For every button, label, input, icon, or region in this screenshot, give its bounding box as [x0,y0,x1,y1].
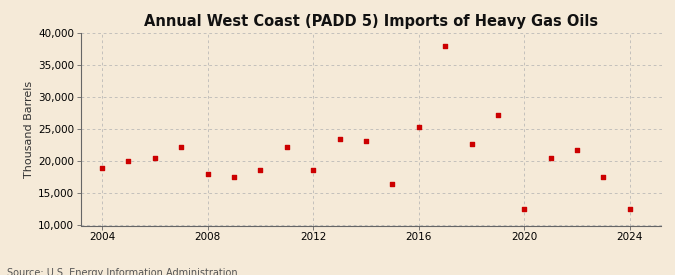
Title: Annual West Coast (PADD 5) Imports of Heavy Gas Oils: Annual West Coast (PADD 5) Imports of He… [144,14,598,29]
Point [202,172,213,176]
Point [255,167,266,172]
Point [572,148,583,153]
Point [334,137,345,141]
Point [545,156,556,160]
Point [149,156,160,160]
Point [413,125,424,130]
Text: Source: U.S. Energy Information Administration: Source: U.S. Energy Information Administ… [7,268,238,275]
Point [598,175,609,180]
Point [624,207,635,212]
Point [97,166,107,170]
Point [519,207,530,212]
Point [439,44,450,49]
Point [493,113,504,117]
Point [466,142,477,146]
Point [308,167,319,172]
Y-axis label: Thousand Barrels: Thousand Barrels [24,81,34,178]
Point [123,159,134,164]
Point [387,182,398,186]
Point [360,139,371,143]
Point [229,175,240,180]
Point [281,145,292,149]
Point [176,145,187,149]
